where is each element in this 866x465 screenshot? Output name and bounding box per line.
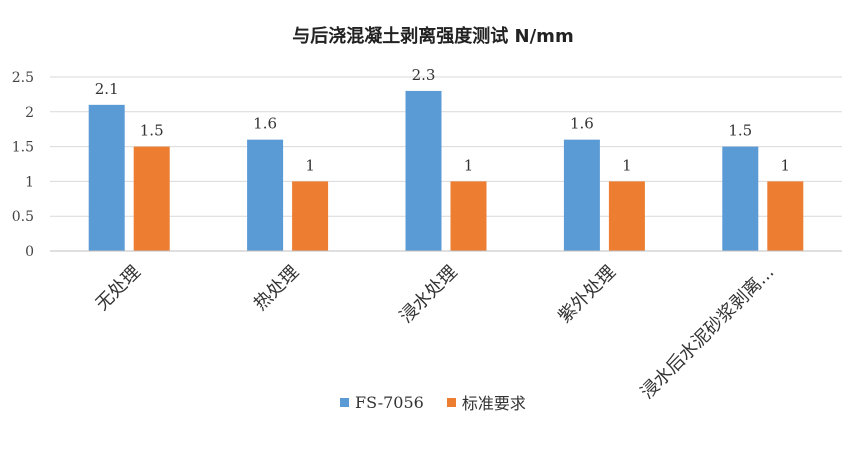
y-tick-label: 1	[25, 174, 34, 190]
bars	[88, 90, 804, 251]
data-label-series-1-cat-4: 1	[781, 156, 791, 174]
y-tick-label: 0	[25, 244, 34, 260]
x-tick-label-0: 无处理	[92, 262, 145, 315]
data-labels: 2.1 1.5 1.6 1 2.3 1 1.6 1 1.5 1	[95, 66, 790, 174]
bar-series-1-cat-2	[450, 181, 487, 251]
data-label-series-0-cat-3: 1.6	[570, 115, 594, 133]
bar-series-1-cat-1	[292, 181, 329, 251]
legend-label-series-0: FS-7056	[355, 392, 424, 412]
data-label-series-0-cat-2: 2.3	[412, 66, 436, 84]
legend-label-series-1: 标准要求	[461, 394, 526, 413]
chart-title: 与后浇混凝土剥离强度测试 N/mm	[292, 26, 574, 47]
data-label-series-1-cat-3: 1	[622, 156, 632, 174]
y-axis: 0 0.5 1 1.5 2 2.5	[12, 70, 34, 260]
y-tick-label: 0.5	[12, 209, 34, 225]
data-label-series-1-cat-2: 1	[464, 156, 474, 174]
legend-swatch-series-0	[340, 397, 350, 407]
data-label-series-1-cat-1: 1	[305, 156, 315, 174]
data-label-series-0-cat-4: 1.5	[728, 122, 752, 140]
bar-series-1-cat-3	[608, 181, 645, 251]
bar-series-0-cat-0	[88, 104, 125, 251]
y-tick-label: 2	[25, 105, 34, 121]
bar-series-1-cat-0	[133, 146, 170, 251]
legend-item-series-0: FS-7056	[340, 392, 424, 412]
x-axis: 无处理 热处理 浸水处理 紫外处理 浸水后水泥砂浆剥离...	[50, 250, 842, 404]
bar-series-0-cat-1	[247, 139, 284, 251]
x-tick-label-4: 浸水后水泥砂浆剥离...	[637, 262, 779, 404]
y-tick-label: 2.5	[12, 70, 34, 86]
bar-series-0-cat-4	[722, 146, 759, 251]
x-tick-label-2: 浸水处理	[396, 262, 462, 328]
legend-item-series-1: 标准要求	[446, 390, 526, 414]
data-label-series-0-cat-1: 1.6	[253, 115, 277, 133]
x-tick-label-1: 热处理	[250, 262, 303, 315]
legend-swatch-series-1	[446, 397, 456, 407]
data-label-series-0-cat-0: 2.1	[95, 80, 119, 98]
y-tick-label: 1.5	[12, 140, 34, 156]
x-tick-label-3: 紫外处理	[554, 262, 620, 328]
bar-series-1-cat-4	[767, 181, 804, 251]
bar-series-0-cat-2	[405, 90, 442, 251]
data-label-series-1-cat-0: 1.5	[140, 122, 164, 140]
bar-series-0-cat-3	[563, 139, 600, 251]
legend: FS-7056 标准要求	[0, 390, 866, 414]
